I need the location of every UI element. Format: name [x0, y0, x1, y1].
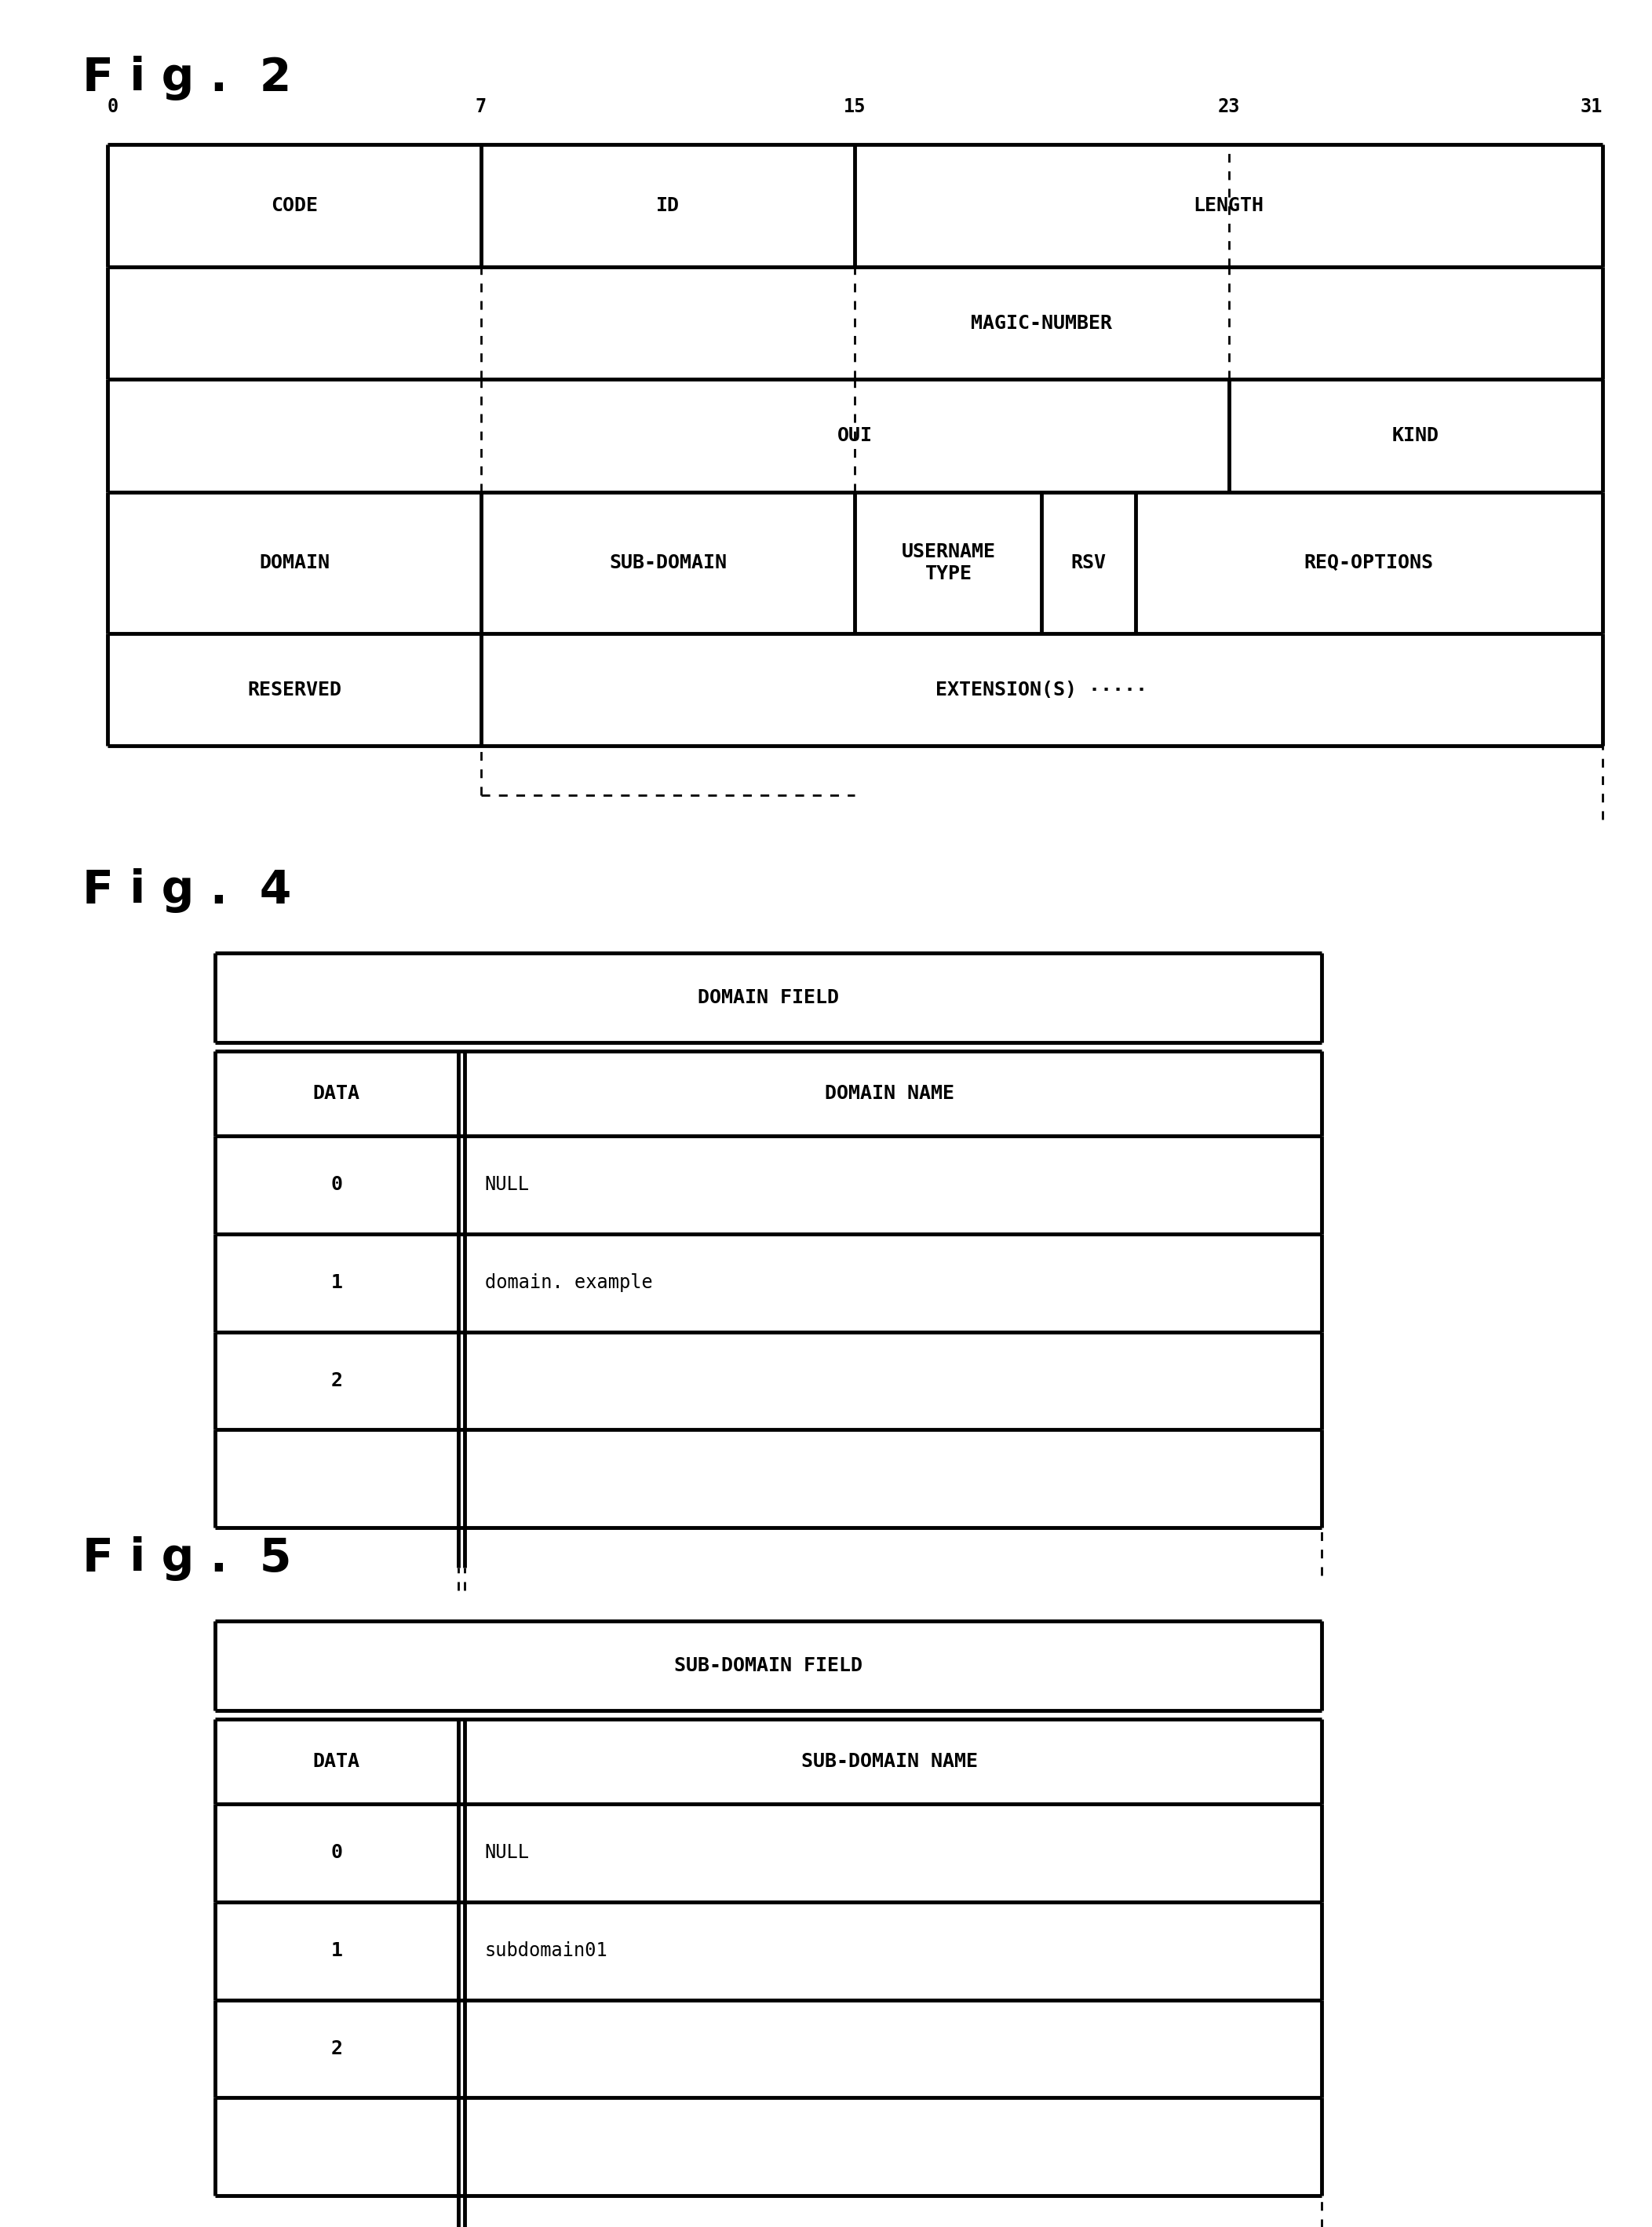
Text: DATA: DATA [312, 1753, 360, 1770]
Text: MAGIC-NUMBER: MAGIC-NUMBER [971, 314, 1112, 332]
Text: SUB-DOMAIN FIELD: SUB-DOMAIN FIELD [674, 1657, 862, 1675]
Text: 0: 0 [330, 1176, 342, 1194]
Text: 7: 7 [476, 98, 487, 116]
Text: DOMAIN NAME: DOMAIN NAME [826, 1085, 955, 1102]
Text: DOMAIN FIELD: DOMAIN FIELD [697, 989, 839, 1007]
Text: RSV: RSV [1070, 552, 1107, 572]
Text: 2: 2 [330, 1372, 342, 1390]
Text: CODE: CODE [271, 196, 317, 216]
Text: domain. example: domain. example [484, 1274, 653, 1292]
Text: 23: 23 [1218, 98, 1241, 116]
Text: SUB-DOMAIN NAME: SUB-DOMAIN NAME [801, 1753, 978, 1770]
Text: OUI: OUI [838, 425, 872, 445]
Text: subdomain01: subdomain01 [484, 1942, 608, 1960]
Text: 2: 2 [330, 2040, 342, 2058]
Text: 15: 15 [844, 98, 866, 116]
Text: SUB-DOMAIN: SUB-DOMAIN [610, 552, 727, 572]
Text: 0: 0 [330, 1844, 342, 1862]
Text: LENGTH: LENGTH [1193, 196, 1264, 216]
Text: 0: 0 [107, 98, 119, 116]
Text: F i g .  5: F i g . 5 [83, 1537, 292, 1581]
Text: NULL: NULL [484, 1176, 529, 1194]
Text: 1: 1 [330, 1942, 342, 1960]
Text: KIND: KIND [1393, 425, 1439, 445]
Text: REQ-OPTIONS: REQ-OPTIONS [1303, 552, 1434, 572]
Text: F i g .  4: F i g . 4 [83, 869, 292, 913]
Text: USERNAME
TYPE: USERNAME TYPE [902, 543, 996, 583]
Text: DOMAIN: DOMAIN [259, 552, 330, 572]
Text: DATA: DATA [312, 1085, 360, 1102]
Text: F i g .  2: F i g . 2 [83, 56, 292, 100]
Text: EXTENSION(S) ·····: EXTENSION(S) ····· [935, 681, 1148, 699]
Text: 1: 1 [330, 1274, 342, 1292]
Text: 31: 31 [1579, 98, 1602, 116]
Text: RESERVED: RESERVED [248, 681, 342, 699]
Text: ID: ID [656, 196, 681, 216]
Text: NULL: NULL [484, 1844, 529, 1862]
